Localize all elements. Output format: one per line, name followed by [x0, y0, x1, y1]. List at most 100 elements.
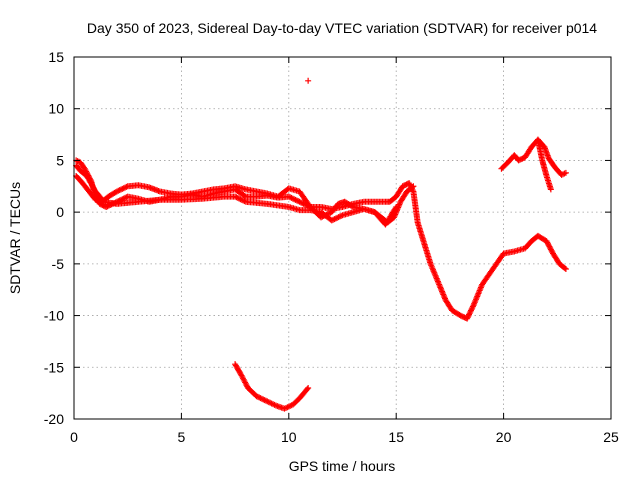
- data-point-marker: [297, 199, 304, 206]
- data-point-marker: [469, 304, 476, 311]
- data-point-marker: [305, 384, 312, 391]
- data-point-marker: [115, 187, 122, 194]
- data-point-marker: [119, 196, 126, 203]
- y-tick-label: -15: [44, 359, 64, 375]
- data-point-marker: [469, 303, 476, 310]
- data-point-marker: [238, 196, 245, 203]
- data-point-marker: [331, 216, 338, 223]
- data-point-marker: [304, 386, 311, 393]
- x-tick-label: 25: [603, 429, 619, 445]
- data-point-marker: [122, 194, 129, 201]
- series-outlier: [305, 77, 312, 84]
- data-point-marker: [117, 186, 124, 193]
- data-point-marker: [237, 196, 244, 203]
- ticks: [73, 56, 612, 420]
- data-point-marker: [562, 169, 569, 176]
- data-point-marker: [291, 196, 298, 203]
- data-point-marker: [254, 393, 261, 400]
- series-track-low: [232, 361, 312, 412]
- data-point-marker: [234, 194, 241, 201]
- series-track-c: [73, 162, 400, 228]
- data-point-marker: [241, 192, 248, 199]
- data-point-marker: [116, 187, 123, 194]
- data-point-marker: [236, 195, 243, 202]
- data-point-marker: [122, 184, 129, 191]
- y-tick-label: 15: [48, 49, 64, 65]
- data-point-marker: [293, 197, 300, 204]
- data-point-marker: [256, 394, 263, 401]
- data-point-marker: [120, 185, 127, 192]
- data-point-marker: [410, 183, 417, 190]
- data-point-marker: [258, 395, 265, 402]
- data-point-marker: [296, 198, 303, 205]
- data-point-marker: [409, 184, 416, 191]
- data-point-marker: [464, 315, 471, 322]
- x-tick-label: 10: [281, 429, 297, 445]
- data-point-marker: [318, 214, 325, 221]
- data-point-marker: [262, 397, 269, 404]
- data-point-marker: [288, 194, 295, 201]
- x-tick-label: 5: [178, 429, 186, 445]
- data-point-marker: [253, 393, 260, 400]
- data-point-marker: [332, 215, 339, 222]
- data-point-marker: [305, 77, 312, 84]
- x-axis-title: GPS time / hours: [289, 458, 396, 474]
- data-point-marker: [292, 196, 299, 203]
- data-point-marker: [562, 266, 569, 273]
- data-point-marker: [123, 183, 130, 190]
- data-point-marker: [328, 217, 335, 224]
- data-point-marker: [468, 306, 475, 313]
- data-point-marker: [285, 193, 292, 200]
- y-tick-label: -10: [44, 308, 64, 324]
- tick-labels: 0 5 10 15 20 25 -20 -15 -10 -5 0 5 10 15: [44, 49, 619, 445]
- x-tick-label: 20: [496, 429, 512, 445]
- data-point-marker: [335, 214, 342, 221]
- data-point-marker: [466, 310, 473, 317]
- data-point-marker: [232, 193, 239, 200]
- data-point-marker: [113, 188, 120, 195]
- y-tick-label: -5: [52, 256, 65, 272]
- data-point-marker: [466, 311, 473, 318]
- y-tick-label: 5: [56, 152, 64, 168]
- data-point-marker: [119, 185, 126, 192]
- data-point-marker: [295, 198, 302, 205]
- data-point-marker: [465, 312, 472, 319]
- data-point-marker: [338, 212, 345, 219]
- y-tick-label: -20: [44, 411, 64, 427]
- data-point-marker: [547, 186, 554, 193]
- plot-frame: [73, 56, 612, 420]
- series-track-late: [498, 136, 569, 178]
- y-axis-title: SDTVAR / TECUs: [7, 182, 23, 294]
- data-point-marker: [261, 397, 268, 404]
- data-point-marker: [104, 203, 111, 210]
- data-point-marker: [260, 396, 267, 403]
- data-point-marker: [561, 265, 568, 272]
- data-point-marker: [103, 203, 110, 210]
- data-point-marker: [349, 203, 356, 210]
- series-track-drop: [534, 136, 554, 193]
- data-point-marker: [233, 194, 240, 201]
- data-points: [73, 77, 569, 412]
- data-point-marker: [467, 307, 474, 314]
- grid: [74, 57, 611, 419]
- data-point-marker: [334, 214, 341, 221]
- data-point-marker: [326, 210, 333, 217]
- data-point-marker: [300, 200, 307, 207]
- data-point-marker: [241, 198, 248, 205]
- data-point-marker: [240, 197, 247, 204]
- data-point-marker: [392, 205, 399, 212]
- data-point-marker: [393, 203, 400, 210]
- x-tick-label: 0: [70, 429, 78, 445]
- data-point-marker: [467, 308, 474, 315]
- data-point-marker: [257, 395, 264, 402]
- data-point-marker: [336, 213, 343, 220]
- y-tick-label: 10: [48, 101, 64, 117]
- y-tick-label: 0: [56, 204, 64, 220]
- data-point-marker: [287, 194, 294, 201]
- x-tick-label: 15: [388, 429, 404, 445]
- data-point-marker: [299, 200, 306, 207]
- chart-title: Day 350 of 2023, Sidereal Day-to-day VTE…: [87, 20, 597, 36]
- data-point-marker: [330, 216, 337, 223]
- data-point-marker: [464, 314, 471, 321]
